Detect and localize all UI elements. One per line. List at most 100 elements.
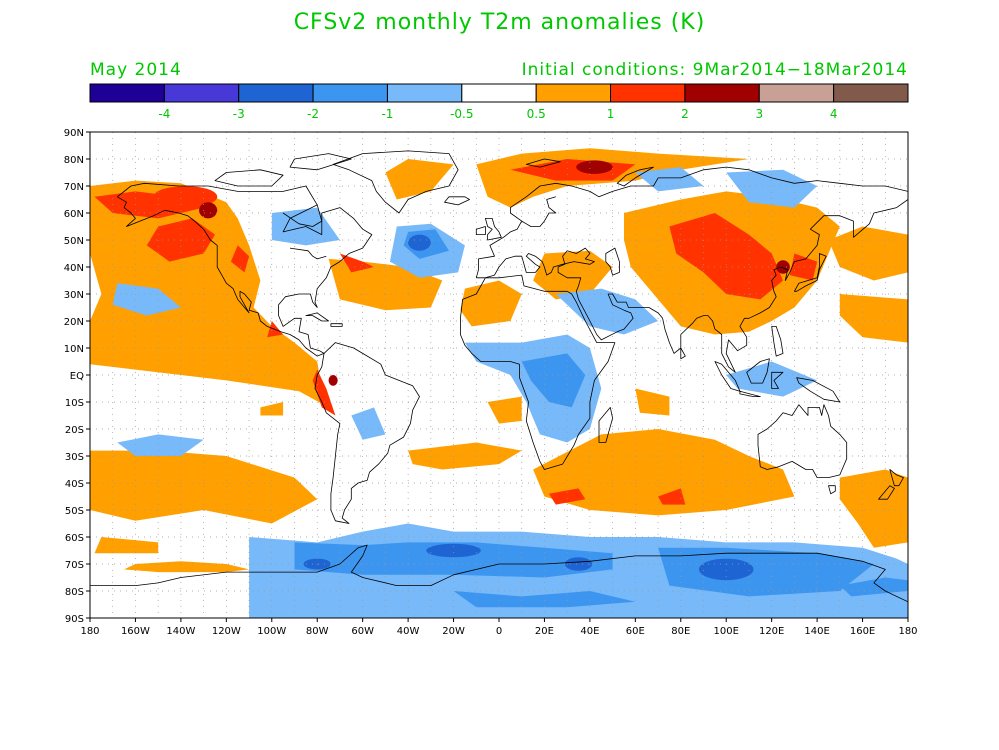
coastline <box>680 347 686 360</box>
lat-tick-label: 80N <box>64 155 84 166</box>
lat-tick-label: 90S <box>65 614 84 625</box>
lon-tick-label: 60E <box>626 626 645 637</box>
anomaly-patch <box>464 334 602 443</box>
lon-tick-label: 80W <box>306 626 329 637</box>
coastline <box>598 407 613 443</box>
lat-tick-label: 40S <box>65 479 84 490</box>
anomaly-patch <box>669 213 783 300</box>
anomaly-patch <box>426 543 481 558</box>
lat-tick-label: 60S <box>65 533 84 544</box>
lat-tick-label: 60N <box>64 209 84 220</box>
colorbar-label: -1 <box>381 107 393 121</box>
lat-tick-label: 50N <box>64 236 84 247</box>
coastline <box>475 166 908 278</box>
colorbar-label: 4 <box>830 107 838 121</box>
anomaly-patch <box>453 591 636 608</box>
anomaly-patch <box>549 488 586 505</box>
coastline <box>90 544 908 603</box>
anomaly-patch <box>564 557 593 571</box>
latitude-axis: 90N 80N 70N 60N 50N 40N 30N 20N 10N EQ 10S 20S 30S 40… <box>64 128 90 625</box>
colorbar-label: 1 <box>607 107 615 121</box>
anomaly-patch <box>698 558 754 581</box>
anomaly-patch <box>828 226 908 281</box>
anomaly-patch <box>294 542 613 578</box>
lon-tick-label: 120E <box>759 626 784 637</box>
lon-tick-label: 140W <box>166 626 195 637</box>
anomaly-patch <box>124 561 250 573</box>
colorbar-label: -4 <box>158 107 170 121</box>
coastline <box>330 323 343 327</box>
coastline <box>460 274 616 470</box>
anomaly-fields <box>90 148 908 618</box>
colorbar-label: -2 <box>307 107 319 121</box>
coastline <box>771 371 784 389</box>
anomaly-patch <box>117 434 204 456</box>
anomaly-patch <box>521 353 586 408</box>
anomaly-patch <box>839 469 908 548</box>
lon-tick-label: 80E <box>671 626 690 637</box>
lon-tick-label: 160E <box>850 626 875 637</box>
lat-tick-label: 70S <box>65 560 84 571</box>
coastline <box>444 196 470 206</box>
anomaly-patch <box>339 253 374 273</box>
anomaly-patch <box>635 388 670 416</box>
lat-tick-label: 70N <box>64 182 84 193</box>
coastline <box>332 150 459 214</box>
lat-tick-label: 10N <box>64 344 84 355</box>
longitude-axis: 180 160W 140W 120W 100W 80W 60W 40W 20W 0 20E 40E 60… <box>80 618 918 637</box>
anomaly-patch <box>460 280 522 327</box>
colorbar-label: 2 <box>681 107 689 121</box>
coastline <box>289 153 352 171</box>
coastline <box>289 247 327 260</box>
lon-tick-label: 20W <box>442 626 465 637</box>
lon-tick-label: 140E <box>804 626 829 637</box>
coastline <box>739 390 761 397</box>
lat-tick-label: 40N <box>64 263 84 274</box>
lat-tick-label: 30S <box>65 452 84 463</box>
anomaly-patch <box>385 159 454 200</box>
initial-conditions-label: Initial conditions: 9Mar2014−18Mar2014 <box>521 60 908 80</box>
lon-tick-label: 180 <box>80 626 99 637</box>
anomaly-patch <box>776 260 790 274</box>
colorbar-label: 0.5 <box>527 107 546 121</box>
anomaly-patch <box>839 294 908 343</box>
anomaly-patch <box>112 283 181 316</box>
anomaly-patch <box>112 315 272 348</box>
anomaly-patch <box>408 234 431 251</box>
anomaly-patch <box>90 450 318 524</box>
valid-month-label: May 2014 <box>90 60 182 80</box>
lon-tick-label: 160W <box>121 626 150 637</box>
coastlines <box>90 150 908 603</box>
coastline <box>282 204 323 227</box>
lon-tick-label: 40E <box>580 626 599 637</box>
colorbar-label: -3 <box>233 107 245 121</box>
coastline <box>889 469 904 487</box>
anomaly-patch <box>153 186 218 208</box>
anomaly-patch <box>635 167 704 192</box>
coastline <box>794 253 827 292</box>
anomaly-patch <box>408 442 522 470</box>
anomaly-patch <box>487 396 522 424</box>
anomaly-patch <box>199 202 218 219</box>
anomaly-patch <box>576 160 613 174</box>
anomaly-patch <box>839 577 908 597</box>
anomaly-patch <box>533 429 795 516</box>
lon-tick-label: 60W <box>351 626 374 637</box>
lat-tick-label: EQ <box>70 371 84 382</box>
colorbar-label: 3 <box>755 107 763 121</box>
anomaly-patch <box>658 547 874 597</box>
anomaly-patch <box>328 375 338 386</box>
anomaly-patch <box>789 253 818 281</box>
coastline <box>616 166 654 187</box>
anomaly-patch <box>267 321 284 338</box>
lat-tick-label: 20N <box>64 317 84 328</box>
anomaly-patch <box>658 488 686 505</box>
anomaly-patch <box>230 245 250 273</box>
coastline <box>771 326 784 357</box>
anomaly-patch <box>351 407 386 440</box>
anomaly-patch <box>555 288 659 335</box>
coastline <box>214 169 284 187</box>
coastline <box>757 404 848 478</box>
lat-tick-label: 90N <box>64 128 84 139</box>
